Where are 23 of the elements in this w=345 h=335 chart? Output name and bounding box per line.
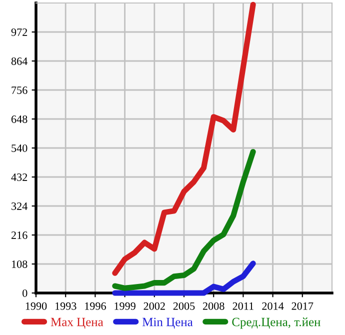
y-tick-label: 216 xyxy=(11,231,28,239)
x-tick-label: 2005 xyxy=(173,302,195,310)
y-tick-label: 324 xyxy=(12,202,28,210)
x-tick-label: 2002 xyxy=(144,302,165,310)
legend-label: Сред.Цена, т.йен xyxy=(232,318,320,329)
x-tick-label: 1996 xyxy=(85,302,106,310)
y-tick-label: 648 xyxy=(11,115,28,123)
x-tick-label: 2017 xyxy=(292,302,314,310)
x-tick-label: 1999 xyxy=(114,302,136,310)
x-tick-label: 2014 xyxy=(262,302,284,310)
x-tick-label: 2008 xyxy=(202,302,224,310)
legend-label: Max Цена xyxy=(50,318,104,329)
y-tick-label: 432 xyxy=(11,173,28,181)
y-tick-label: 756 xyxy=(12,86,28,94)
x-tick-label: 1993 xyxy=(55,302,76,310)
y-tick-label: 540 xyxy=(12,144,28,152)
y-tick-label: 0 xyxy=(22,289,28,297)
legend-label: Min Цена xyxy=(142,318,193,329)
x-tick-label: 1990 xyxy=(26,302,47,310)
x-tick-label: 2011 xyxy=(232,302,254,310)
y-tick-label: 972 xyxy=(11,28,28,36)
y-tick-label: 864 xyxy=(11,57,28,65)
y-tick-label: 108 xyxy=(12,260,28,268)
